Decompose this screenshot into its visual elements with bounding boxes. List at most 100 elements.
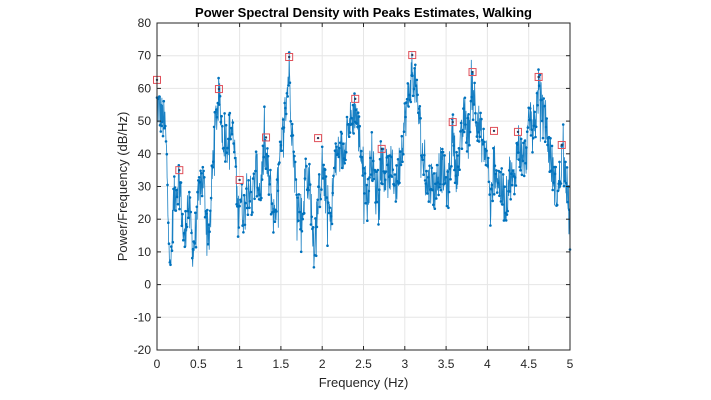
psd-point: [369, 156, 372, 160]
psd-point: [558, 160, 561, 164]
psd-point: [557, 182, 560, 186]
psd-point: [176, 202, 180, 206]
psd-point: [562, 184, 566, 188]
psd-point: [179, 181, 183, 184]
psd-point: [438, 186, 441, 189]
psd-point: [211, 166, 214, 169]
psd-point: [447, 190, 451, 194]
psd-point: [454, 174, 458, 177]
psd-point: [466, 116, 470, 120]
peak-marker: [175, 166, 184, 175]
psd-point: [293, 154, 296, 158]
psd-point: [549, 169, 553, 172]
peak-point: [316, 136, 320, 140]
psd-point: [190, 231, 193, 235]
psd-point: [436, 181, 440, 184]
psd-point: [191, 256, 194, 260]
x-tick-label: 1.5: [273, 357, 290, 371]
peak-marker: [377, 144, 386, 153]
psd-point: [408, 93, 411, 97]
psd-point: [468, 130, 472, 134]
psd-point: [513, 192, 516, 196]
psd-point: [303, 177, 307, 180]
psd-point: [251, 177, 255, 180]
psd-point: [159, 130, 163, 133]
psd-point: [347, 123, 350, 126]
psd-point: [502, 219, 506, 222]
psd-point: [229, 137, 232, 141]
psd-point: [267, 193, 271, 196]
psd-point: [249, 190, 253, 194]
psd-point: [542, 97, 545, 100]
psd-point: [419, 117, 422, 120]
psd-point: [262, 155, 265, 159]
psd-point: [396, 158, 400, 161]
psd-point: [426, 176, 430, 179]
psd-point: [248, 200, 252, 203]
psd-point: [506, 209, 510, 213]
psd-point: [405, 97, 409, 101]
psd-point: [322, 163, 326, 167]
psd-point: [345, 115, 349, 119]
psd-point: [445, 204, 449, 208]
psd-point: [386, 163, 389, 167]
psd-point: [394, 200, 398, 203]
psd-point: [520, 173, 524, 177]
psd-point: [208, 230, 211, 233]
psd-point: [504, 211, 507, 215]
psd-point: [529, 134, 533, 137]
psd-point: [215, 108, 218, 111]
psd-point: [338, 146, 341, 150]
psd-point: [366, 177, 370, 181]
psd-point: [523, 139, 527, 143]
psd-point: [463, 96, 467, 100]
psd-point: [169, 263, 172, 267]
psd-point: [292, 150, 296, 154]
psd-point: [314, 254, 318, 258]
psd-point: [184, 209, 187, 213]
psd-point: [335, 145, 338, 148]
psd-point: [478, 135, 482, 138]
psd-point: [510, 172, 513, 175]
y-axis-label: Power/Frequency (dB/Hz): [115, 112, 130, 262]
psd-point: [284, 106, 287, 110]
peak-point: [516, 130, 520, 134]
psd-point: [344, 158, 347, 162]
psd-point: [257, 188, 260, 191]
psd-point: [483, 140, 486, 144]
psd-point: [309, 223, 313, 226]
psd-point: [362, 167, 365, 170]
psd-series: [155, 51, 572, 269]
psd-point: [504, 219, 508, 222]
peak-point: [560, 143, 563, 147]
psd-point: [171, 240, 175, 244]
psd-point: [398, 181, 401, 185]
psd-point: [237, 226, 241, 229]
psd-point: [559, 182, 563, 185]
psd-point: [407, 105, 410, 108]
y-tick-label: 20: [138, 212, 152, 226]
psd-point: [428, 164, 431, 168]
psd-point: [564, 181, 568, 185]
psd-point: [296, 196, 299, 199]
psd-point: [423, 179, 427, 182]
psd-point: [411, 74, 414, 77]
psd-point: [194, 245, 198, 249]
x-tick-label: 4.5: [520, 357, 537, 371]
psd-point: [418, 105, 422, 108]
psd-point: [284, 112, 288, 116]
psd-point: [519, 169, 522, 172]
psd-point: [554, 165, 557, 169]
psd-point: [438, 183, 442, 186]
psd-point: [173, 175, 176, 178]
psd-point: [203, 176, 206, 179]
psd-point: [291, 134, 295, 137]
psd-point: [288, 81, 292, 84]
psd-point: [465, 141, 468, 144]
psd-point: [350, 122, 354, 125]
psd-point: [223, 112, 226, 115]
psd-point: [332, 174, 335, 178]
psd-point: [430, 166, 434, 170]
psd-point: [200, 194, 204, 198]
